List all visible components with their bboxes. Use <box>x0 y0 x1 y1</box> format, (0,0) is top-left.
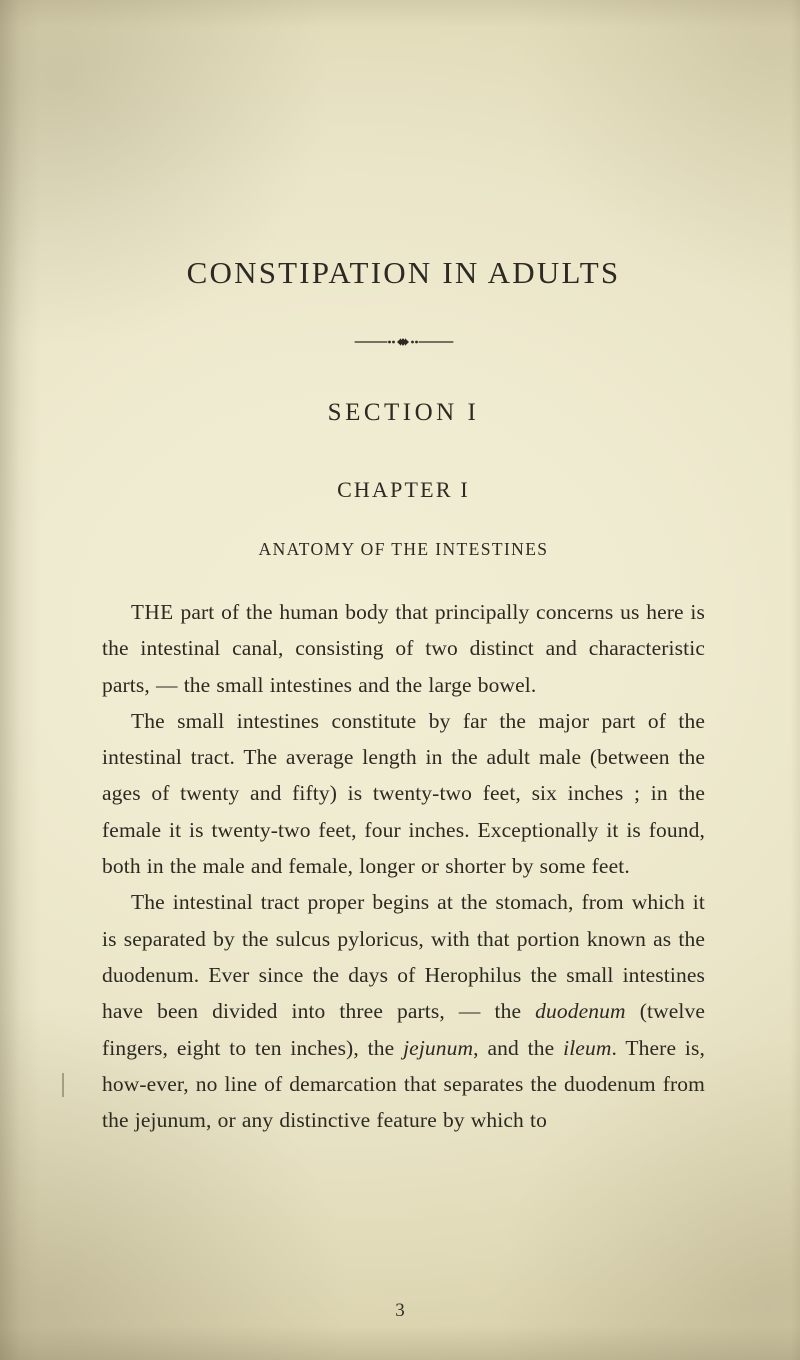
book-page: CONSTIPATION IN ADULTS SECTION I CHAPTER… <box>0 0 800 1360</box>
body-paragraph: The small intestines constitute by far t… <box>102 703 705 884</box>
section-title: SECTION I <box>102 399 705 427</box>
chapter-title: CHAPTER I <box>102 477 705 503</box>
smallcaps-lead: The <box>131 600 174 624</box>
body-paragraph: The part of the human body that principa… <box>102 594 705 703</box>
page-number: 3 <box>0 1300 800 1322</box>
paragraph-text: part of the human body that principally … <box>102 600 705 697</box>
paragraph-text: The small intestines constitute by far t… <box>102 709 705 878</box>
chapter-subheading: ANATOMY OF THE INTESTINES <box>102 539 705 560</box>
body-paragraph: The intestinal tract proper begins at th… <box>102 884 705 1138</box>
paragraph-text: The intestinal tract proper begins at th… <box>102 890 705 1132</box>
margin-mark <box>62 1073 64 1097</box>
section-ornament <box>102 335 705 349</box>
book-title: CONSTIPATION IN ADULTS <box>102 255 705 291</box>
